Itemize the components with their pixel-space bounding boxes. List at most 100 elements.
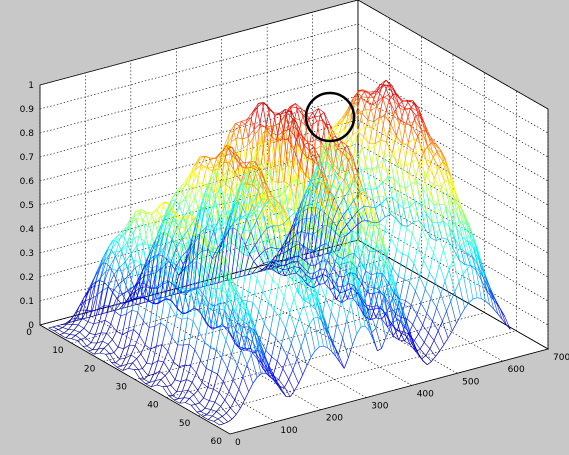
mesh-line	[407, 145, 414, 151]
mesh-line	[359, 111, 365, 128]
mesh-line	[295, 329, 302, 347]
mesh-line	[371, 110, 376, 126]
mesh-line	[364, 164, 372, 171]
mesh-line	[277, 264, 283, 287]
mesh-line	[407, 330, 414, 343]
mesh-line	[304, 334, 312, 358]
mesh-line	[245, 160, 252, 173]
mesh-line	[308, 112, 314, 120]
mesh-line	[361, 279, 368, 287]
mesh-line	[172, 231, 178, 251]
mesh-line	[134, 335, 140, 346]
mesh-line	[267, 195, 273, 198]
mesh-line	[160, 213, 168, 218]
mesh-line	[401, 323, 408, 332]
mesh-line	[115, 358, 120, 364]
mesh-line	[343, 283, 350, 288]
mesh-line	[245, 337, 252, 356]
mesh-line	[374, 207, 380, 223]
mesh-line	[203, 215, 210, 239]
mesh-line	[332, 344, 339, 355]
y-gridline	[312, 12, 503, 362]
mesh-line	[174, 258, 181, 270]
mesh-line	[214, 298, 219, 323]
mesh-line	[316, 302, 322, 321]
mesh-line	[273, 112, 279, 136]
mesh-line	[224, 193, 232, 207]
mesh-line	[396, 225, 402, 250]
mesh-line	[221, 324, 228, 329]
mesh-line	[80, 300, 86, 311]
mesh-line	[207, 307, 213, 330]
mesh-line	[162, 233, 169, 256]
mesh-line	[130, 260, 136, 288]
mesh-line	[129, 344, 136, 346]
mesh-line	[467, 265, 472, 269]
mesh-line	[203, 188, 209, 211]
mesh-line	[332, 148, 338, 168]
mesh-line	[370, 238, 377, 245]
mesh-line	[140, 344, 146, 355]
mesh-line	[265, 332, 271, 351]
mesh-line	[394, 158, 400, 186]
mesh-line	[379, 133, 386, 142]
mesh-line	[286, 264, 291, 275]
mesh-line	[147, 364, 153, 376]
mesh-line	[328, 222, 334, 260]
mesh-line	[280, 264, 287, 266]
mesh-line	[369, 204, 376, 220]
mesh-line	[288, 379, 295, 392]
mesh-line	[389, 153, 396, 159]
mesh-line	[313, 234, 319, 272]
mesh-line	[254, 126, 262, 135]
mesh-line	[175, 289, 181, 317]
mesh-line	[232, 150, 239, 158]
mesh-line	[131, 211, 137, 224]
mesh-line	[418, 108, 425, 124]
mesh-line	[150, 345, 157, 350]
mesh-line	[203, 240, 211, 250]
mesh-line	[274, 380, 281, 388]
mesh-line	[304, 139, 311, 143]
mesh-line	[384, 214, 391, 218]
mesh-line	[493, 308, 499, 315]
mesh-line	[224, 153, 231, 156]
mesh-line	[146, 286, 152, 290]
mesh-line	[185, 287, 192, 290]
mesh-line	[184, 265, 191, 271]
mesh-line	[281, 328, 286, 346]
mesh-line	[227, 131, 235, 144]
mesh-line	[424, 167, 430, 182]
mesh-line	[74, 309, 81, 314]
mesh-line	[217, 151, 223, 169]
x-gridline	[103, 36, 422, 362]
mesh-line	[159, 216, 166, 235]
mesh-line	[198, 310, 204, 332]
mesh-line	[71, 335, 76, 339]
mesh-line	[91, 270, 98, 286]
mesh-line	[154, 241, 159, 259]
mesh-line	[411, 115, 417, 127]
mesh-line	[257, 210, 263, 214]
mesh-line	[269, 207, 275, 220]
mesh-line	[62, 327, 69, 330]
mesh-line	[465, 252, 471, 266]
mesh-line	[270, 247, 278, 256]
mesh-line	[225, 303, 232, 313]
mesh-line	[215, 186, 222, 195]
mesh-line	[141, 269, 147, 293]
mesh-line	[183, 208, 190, 218]
mesh-line	[213, 165, 221, 176]
mesh-line	[392, 335, 399, 341]
mesh-line	[165, 233, 172, 237]
mesh-line	[391, 323, 398, 331]
mesh-line	[269, 310, 275, 333]
mesh-line	[336, 298, 342, 324]
mesh-line	[179, 187, 185, 203]
mesh-line	[282, 129, 288, 167]
mesh-line	[370, 143, 376, 171]
mesh-line	[414, 333, 419, 341]
mesh-line	[292, 358, 298, 371]
mesh-line	[299, 279, 305, 301]
mesh-line	[176, 243, 183, 249]
